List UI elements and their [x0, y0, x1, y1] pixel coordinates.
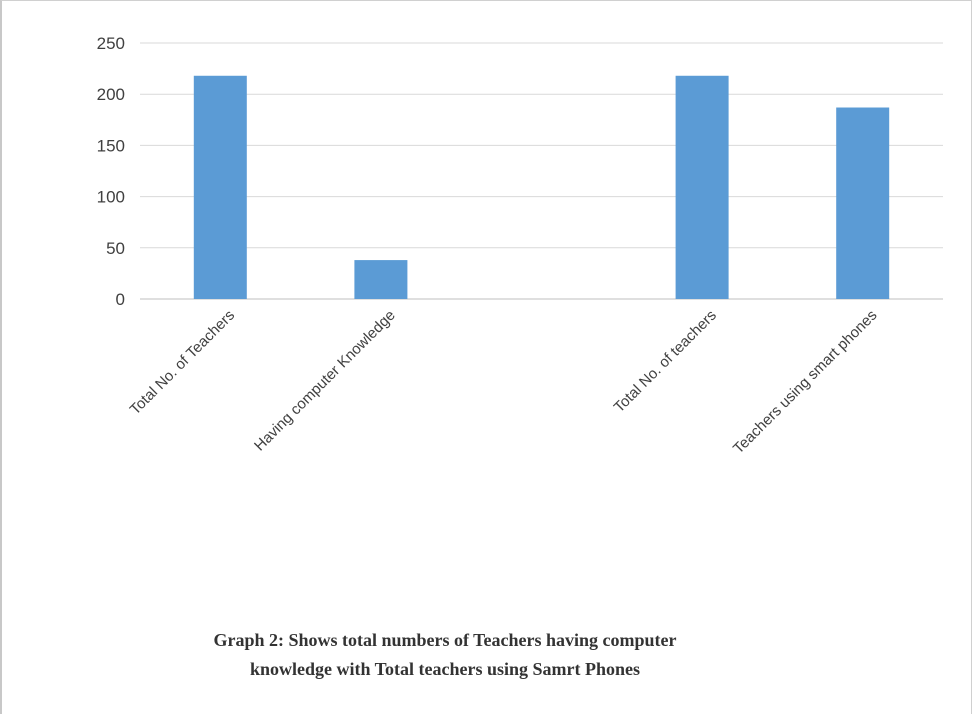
gridlines — [140, 42, 943, 300]
bar — [836, 107, 890, 300]
y-tick-label: 150 — [97, 136, 125, 155]
y-tick-label: 100 — [97, 188, 125, 207]
x-tick-label: Total No. of teachers — [611, 307, 720, 416]
x-tick-label: Total No. of Teachers — [127, 307, 238, 418]
y-tick-label: 50 — [106, 239, 125, 258]
chart-caption: Graph 2: Shows total numbers of Teachers… — [0, 626, 972, 684]
x-axis-labels: Total No. of Teachers Having computer Kno… — [127, 307, 881, 458]
y-tick-label: 250 — [97, 34, 125, 53]
caption-line-1: Graph 2: Shows total numbers of Teachers… — [213, 630, 677, 650]
y-tick-label: 200 — [97, 85, 125, 104]
x-tick-label: Having computer Knowledge — [251, 307, 399, 455]
caption-line-2: knowledge with Total teachers using Samr… — [249, 659, 641, 679]
bar — [675, 75, 729, 299]
x-tick-label: Teachers using smart phones — [730, 307, 881, 458]
bars — [193, 75, 890, 300]
bar — [354, 260, 408, 299]
y-axis-ticks: 0 50 100 150 200 250 — [97, 34, 125, 309]
y-tick-label: 0 — [116, 290, 125, 309]
bar — [193, 75, 247, 299]
